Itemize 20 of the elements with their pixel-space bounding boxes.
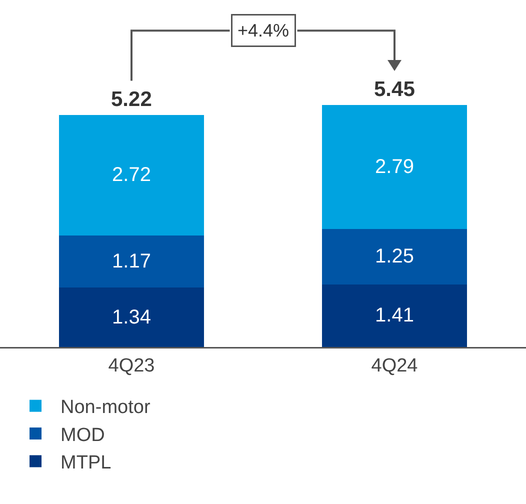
bar [59, 114, 204, 236]
x-tick-label: 4Q24 [371, 355, 418, 376]
bar [59, 288, 204, 347]
legend-label: Non-motor [60, 397, 151, 418]
data-label: 2.79 [375, 156, 414, 178]
total-label: 5.22 [111, 88, 152, 111]
total-label: 5.45 [374, 78, 416, 101]
annotation: +4.4% [238, 20, 290, 40]
legend-label: MTPL [60, 452, 112, 474]
data-label: 1.41 [375, 304, 414, 327]
legend-label: MOD [60, 424, 105, 446]
data-label: 1.34 [112, 306, 151, 328]
bar [322, 284, 467, 347]
bar [322, 228, 467, 284]
bar [322, 105, 467, 229]
bar [59, 236, 204, 288]
data-label: 1.17 [112, 250, 151, 273]
data-label: 1.25 [375, 246, 414, 268]
x-tick-label: 4Q23 [108, 355, 155, 376]
data-label: 2.72 [112, 164, 151, 186]
